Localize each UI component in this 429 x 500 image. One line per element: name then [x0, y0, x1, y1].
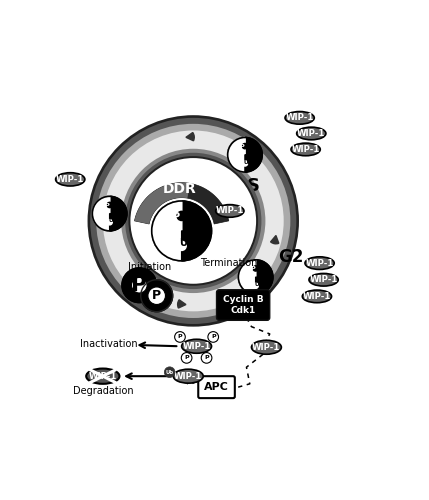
Circle shape	[90, 118, 296, 324]
Circle shape	[228, 138, 262, 172]
Wedge shape	[256, 277, 264, 294]
Wedge shape	[239, 260, 256, 294]
Text: Ub: Ub	[244, 160, 252, 164]
Wedge shape	[178, 300, 186, 308]
Text: Ub: Ub	[109, 218, 117, 224]
Ellipse shape	[216, 204, 244, 218]
Circle shape	[122, 268, 157, 302]
Circle shape	[175, 332, 185, 342]
Circle shape	[253, 266, 258, 271]
Wedge shape	[228, 138, 245, 172]
Text: WIP-1: WIP-1	[285, 114, 314, 122]
Circle shape	[181, 352, 192, 363]
Circle shape	[107, 202, 112, 207]
Ellipse shape	[305, 257, 334, 270]
Text: P: P	[239, 144, 244, 149]
Text: Ub: Ub	[254, 282, 263, 287]
Circle shape	[132, 278, 147, 293]
Wedge shape	[110, 214, 118, 231]
Wedge shape	[105, 220, 113, 228]
Circle shape	[88, 115, 299, 326]
FancyBboxPatch shape	[198, 376, 235, 398]
Text: M: M	[159, 250, 176, 268]
Text: Initiation: Initiation	[128, 262, 172, 272]
Circle shape	[201, 352, 212, 363]
Wedge shape	[271, 236, 279, 244]
Ellipse shape	[173, 369, 203, 383]
Text: Inactivation: Inactivation	[80, 338, 137, 348]
Polygon shape	[134, 182, 229, 224]
Text: WIP-1: WIP-1	[309, 276, 338, 284]
Text: S: S	[247, 178, 260, 196]
Ellipse shape	[251, 340, 281, 354]
Text: Cyclin B
Cdk1: Cyclin B Cdk1	[223, 294, 263, 316]
Circle shape	[125, 153, 261, 289]
Text: P: P	[250, 266, 255, 272]
Circle shape	[148, 287, 166, 304]
Text: WIP-1: WIP-1	[56, 175, 85, 184]
Ellipse shape	[285, 112, 314, 124]
Text: P: P	[104, 203, 109, 208]
Circle shape	[177, 241, 186, 250]
Text: G2: G2	[278, 248, 303, 266]
Text: WIP-1: WIP-1	[291, 145, 320, 154]
Wedge shape	[245, 155, 254, 172]
Ellipse shape	[86, 368, 119, 384]
Text: P: P	[184, 356, 189, 360]
Text: WIP-1: WIP-1	[182, 342, 211, 351]
Text: WIP-1: WIP-1	[174, 372, 202, 380]
Text: WIP-1: WIP-1	[89, 372, 117, 380]
Circle shape	[107, 220, 112, 225]
Text: Ub: Ub	[166, 370, 174, 374]
Text: P: P	[204, 356, 209, 360]
Text: DDR: DDR	[163, 182, 197, 196]
Circle shape	[152, 201, 211, 261]
Text: WIP-1: WIP-1	[303, 292, 331, 301]
FancyBboxPatch shape	[217, 290, 270, 320]
Text: P: P	[172, 212, 180, 222]
Wedge shape	[92, 196, 110, 231]
Text: P: P	[152, 289, 161, 302]
Text: WIP-1: WIP-1	[216, 206, 244, 216]
Ellipse shape	[302, 290, 332, 302]
Text: P: P	[178, 334, 182, 340]
Ellipse shape	[291, 143, 320, 156]
Circle shape	[121, 149, 266, 293]
Circle shape	[141, 280, 172, 312]
Text: Termination: Termination	[200, 258, 257, 268]
Text: P: P	[131, 275, 147, 295]
Circle shape	[177, 212, 186, 220]
Wedge shape	[236, 138, 245, 155]
Wedge shape	[101, 196, 110, 214]
Ellipse shape	[309, 274, 338, 286]
Wedge shape	[186, 132, 194, 141]
Circle shape	[242, 144, 248, 149]
Circle shape	[208, 332, 218, 342]
Text: Degradation: Degradation	[73, 386, 133, 396]
Text: WIP-1: WIP-1	[252, 343, 281, 352]
Text: WIP-1: WIP-1	[297, 129, 326, 138]
Text: APC: APC	[204, 382, 229, 392]
Ellipse shape	[297, 127, 326, 140]
Text: WIP-1: WIP-1	[305, 258, 334, 268]
Text: Ub: Ub	[179, 238, 195, 248]
Circle shape	[96, 124, 290, 318]
Circle shape	[128, 156, 258, 286]
Wedge shape	[181, 231, 196, 261]
Circle shape	[239, 260, 273, 294]
Circle shape	[103, 130, 284, 312]
Circle shape	[164, 367, 175, 378]
Text: P: P	[211, 334, 215, 340]
Circle shape	[92, 196, 127, 231]
Circle shape	[242, 160, 248, 166]
Circle shape	[253, 283, 258, 288]
Wedge shape	[152, 201, 181, 261]
Ellipse shape	[181, 340, 211, 353]
Wedge shape	[247, 260, 256, 277]
Circle shape	[130, 158, 256, 284]
Polygon shape	[134, 182, 190, 224]
Ellipse shape	[56, 172, 85, 186]
Wedge shape	[166, 201, 181, 231]
Text: G1: G1	[129, 204, 157, 222]
